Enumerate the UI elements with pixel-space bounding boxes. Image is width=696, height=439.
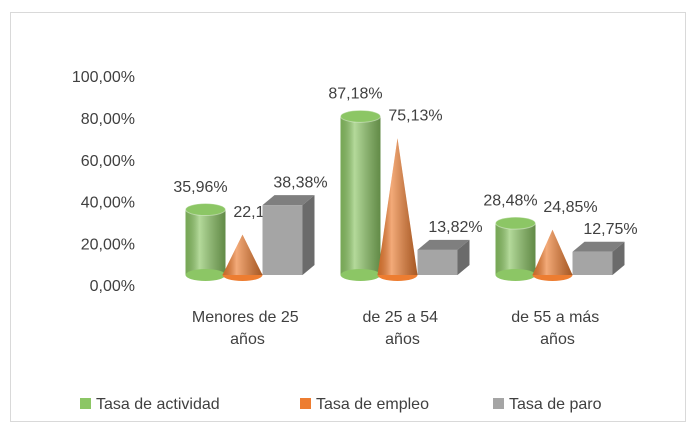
box-side xyxy=(302,195,315,275)
cone xyxy=(377,138,418,281)
x-tick-label: Menores de 25 años xyxy=(192,309,303,348)
y-tick-label: 60,00% xyxy=(81,153,135,170)
cone-shade xyxy=(377,138,418,275)
cone-shade xyxy=(532,229,573,275)
x-tick-line: años xyxy=(230,331,265,348)
box xyxy=(417,239,470,275)
box xyxy=(262,195,315,275)
cylinder xyxy=(340,109,381,281)
cylinder-shade xyxy=(340,116,381,275)
x-tick-line: de 25 a 54 xyxy=(362,309,442,326)
y-tick-label: 20,00% xyxy=(81,236,135,253)
legend-label: Tasa de actividad xyxy=(96,396,220,413)
x-tick-line: años xyxy=(385,331,420,348)
cylinder-top xyxy=(185,203,226,217)
y-tick-label: 40,00% xyxy=(81,195,135,212)
data-label: 75,13% xyxy=(388,107,442,124)
x-tick-line: de 55 a más xyxy=(511,309,604,326)
cylinder xyxy=(185,203,226,281)
cylinder xyxy=(495,216,536,281)
data-label: 87,18% xyxy=(328,86,382,103)
cylinder-shade xyxy=(495,223,536,275)
box-front xyxy=(417,249,458,275)
box-front xyxy=(262,205,303,275)
box-top xyxy=(572,241,625,252)
box-side-dark xyxy=(302,195,315,275)
data-label: 28,48% xyxy=(483,192,537,209)
cylinder-top xyxy=(495,216,536,230)
box-side-dark xyxy=(612,241,625,275)
box-top xyxy=(262,195,315,206)
cylinder-bottom xyxy=(495,269,536,281)
y-tick-label: 0,00% xyxy=(90,278,135,295)
legend-swatch xyxy=(493,398,504,409)
x-tick-line: Menores de 25 xyxy=(192,309,303,326)
data-label: 12,75% xyxy=(583,221,637,238)
legend-swatch xyxy=(80,398,91,409)
cylinder-top xyxy=(340,109,381,123)
cylinder-bottom xyxy=(340,269,381,281)
cone xyxy=(532,229,573,281)
legend-label: Tasa de empleo xyxy=(316,396,429,413)
cylinder-bottom xyxy=(185,269,226,281)
data-label: 13,82% xyxy=(428,219,482,236)
data-label: 38,38% xyxy=(273,174,327,191)
x-tick-label: de 55 a más años xyxy=(511,309,604,348)
box-front xyxy=(572,251,613,275)
box-side-dark xyxy=(457,239,470,275)
data-label: 35,96% xyxy=(173,179,227,196)
cone xyxy=(222,234,263,281)
y-tick-label: 80,00% xyxy=(81,111,135,128)
cone-shade xyxy=(222,234,263,275)
legend-swatch xyxy=(300,398,311,409)
box-top xyxy=(417,239,470,250)
y-tick-label: 100,00% xyxy=(72,69,135,86)
legend-label: Tasa de paro xyxy=(509,396,602,413)
data-label: 24,85% xyxy=(543,199,597,216)
cylinder-shade xyxy=(185,209,226,275)
x-tick-line: años xyxy=(540,331,575,348)
box xyxy=(572,241,625,275)
x-tick-label: de 25 a 54 años xyxy=(362,309,442,348)
box-side xyxy=(457,239,470,275)
box-side xyxy=(612,241,625,275)
